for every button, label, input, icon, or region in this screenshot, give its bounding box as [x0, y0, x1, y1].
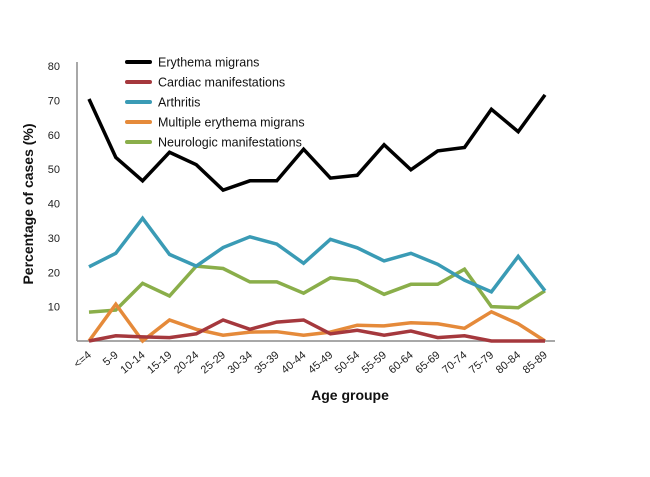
- x-tick-label: 55-59: [360, 349, 389, 376]
- x-tick-label: 5-9: [101, 349, 121, 368]
- x-tick-labels: <=4 5-910-1415-1920-2425-2930-3435-3940-4…: [72, 349, 550, 376]
- series-line-multiple-erythema-migrans: [87, 301, 546, 344]
- x-tick-label: 70-74: [440, 349, 469, 376]
- series-line-neurologic-manifestations: [88, 264, 546, 314]
- y-tick-label: 10: [48, 302, 60, 314]
- legend-item: Cardiac manifestations: [125, 76, 285, 90]
- x-tick-label: <=4: [72, 349, 94, 370]
- y-tick-label: 20: [48, 267, 60, 279]
- x-tick-label: 65-69: [413, 349, 442, 376]
- x-tick-label: 85-89: [521, 349, 550, 376]
- series-lines: [87, 93, 547, 344]
- legend-label: Neurologic manifestations: [158, 136, 302, 150]
- x-tick-label: 40-44: [279, 349, 308, 376]
- series-line-arthritis: [88, 215, 547, 294]
- x-tick-label: 15-19: [145, 349, 174, 376]
- legend-item: Neurologic manifestations: [125, 136, 302, 150]
- legend-label: Erythema migrans: [158, 56, 259, 70]
- y-tick-label: 30: [48, 233, 60, 245]
- x-tick-label: 50-54: [333, 349, 362, 376]
- legend-label: Cardiac manifestations: [158, 76, 285, 90]
- x-tick-label: 60-64: [387, 349, 416, 376]
- x-tick-label: 80-84: [494, 349, 523, 376]
- x-tick-label: 20-24: [172, 349, 201, 376]
- x-tick-label: 30-34: [226, 349, 255, 376]
- legend-item: Multiple erythema migrans: [125, 116, 305, 130]
- x-tick-label: 25-29: [199, 349, 228, 376]
- y-tick-label: 50: [48, 164, 60, 176]
- x-tick-label: 35-39: [252, 349, 281, 376]
- x-tick-label: 75-79: [467, 349, 496, 376]
- x-tick-label: 45-49: [306, 349, 335, 376]
- x-tick-label: 10-14: [118, 349, 147, 376]
- legend-item: Erythema migrans: [125, 56, 259, 70]
- y-tick-label: 70: [48, 95, 60, 107]
- y-tick-labels: 10 20 30 40 50 60 70 80: [48, 61, 60, 314]
- y-tick-label: 40: [48, 199, 60, 211]
- series-line-cardiac-manifestations: [88, 318, 545, 343]
- legend-label: Arthritis: [158, 96, 200, 110]
- y-axis-title: Percentage of cases (%): [20, 123, 36, 284]
- y-tick-label: 80: [48, 61, 60, 73]
- y-tick-label: 60: [48, 130, 60, 142]
- series-line-erythema-migrans: [87, 93, 547, 193]
- legend: Erythema migrans Cardiac manifestations Ar…: [125, 56, 305, 150]
- legend-item: Arthritis: [125, 96, 200, 110]
- legend-label: Multiple erythema migrans: [158, 116, 305, 130]
- axes: [76, 62, 555, 342]
- x-axis-title: Age groupe: [311, 387, 389, 403]
